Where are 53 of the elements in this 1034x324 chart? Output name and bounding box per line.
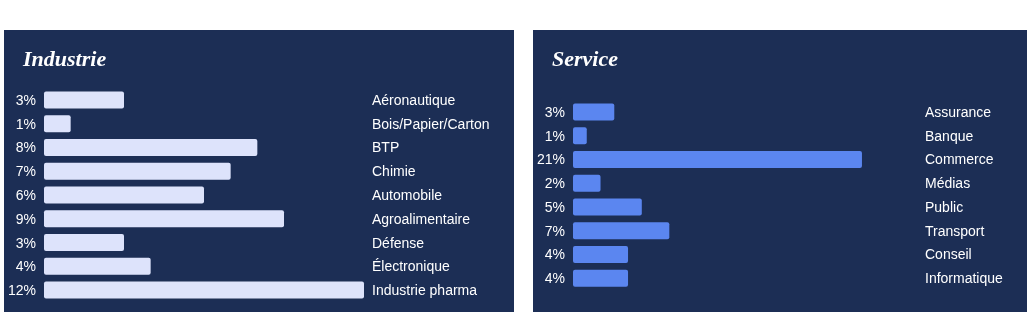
data-label: 9% bbox=[15, 210, 36, 227]
data-label: 12% bbox=[7, 282, 36, 299]
y-tick-label: Assurance bbox=[925, 103, 992, 120]
bar bbox=[44, 186, 204, 204]
y-tick-label: Défense bbox=[372, 234, 425, 251]
y-tick-label: BTP bbox=[372, 139, 400, 156]
chart-title: Service bbox=[552, 45, 619, 71]
data-label: 3% bbox=[544, 103, 565, 120]
bar bbox=[44, 210, 284, 228]
bar bbox=[573, 103, 615, 121]
data-label: 21% bbox=[536, 151, 565, 168]
chart-title: Industrie bbox=[22, 45, 107, 71]
y-tick-label: Transport bbox=[925, 222, 985, 239]
data-label: 3% bbox=[15, 91, 36, 108]
data-label: 8% bbox=[15, 139, 36, 156]
data-label: 7% bbox=[15, 163, 36, 180]
bar bbox=[573, 269, 629, 287]
data-label: 5% bbox=[544, 198, 565, 215]
y-tick-label: Bois/Papier/Carton bbox=[372, 115, 490, 132]
bar bbox=[44, 234, 124, 252]
y-tick-label: Industrie pharma bbox=[372, 282, 478, 299]
bar bbox=[44, 115, 71, 133]
bar bbox=[573, 222, 670, 240]
y-tick-label: Automobile bbox=[372, 187, 443, 203]
y-tick-label: Médias bbox=[925, 175, 971, 192]
bar bbox=[573, 127, 587, 145]
y-tick-label: Informatique bbox=[925, 270, 1004, 287]
data-label: 4% bbox=[544, 270, 565, 287]
bar bbox=[573, 198, 642, 216]
y-tick-label: Électronique bbox=[372, 258, 451, 275]
bar bbox=[573, 174, 601, 192]
data-label: 6% bbox=[15, 187, 36, 203]
bar bbox=[44, 91, 124, 109]
y-tick-label: Conseil bbox=[925, 246, 972, 263]
data-label: 4% bbox=[15, 258, 36, 275]
data-label: 1% bbox=[544, 127, 565, 144]
data-label: 3% bbox=[15, 234, 36, 251]
data-label: 7% bbox=[544, 222, 565, 239]
y-tick-label: Public bbox=[925, 198, 964, 215]
y-tick-label: Commerce bbox=[925, 151, 994, 168]
data-label: 1% bbox=[15, 115, 36, 132]
y-tick-label: Banque bbox=[925, 127, 974, 144]
bar bbox=[573, 150, 862, 168]
bar bbox=[44, 138, 258, 156]
bar bbox=[573, 245, 629, 263]
bar bbox=[44, 281, 364, 299]
bar bbox=[44, 257, 151, 275]
y-tick-label: Agroalimentaire bbox=[372, 210, 471, 227]
data-label: 2% bbox=[544, 175, 565, 192]
data-label: 4% bbox=[544, 246, 565, 263]
bar bbox=[44, 162, 231, 180]
y-tick-label: Chimie bbox=[372, 163, 416, 180]
y-tick-label: Aéronautique bbox=[372, 91, 456, 108]
